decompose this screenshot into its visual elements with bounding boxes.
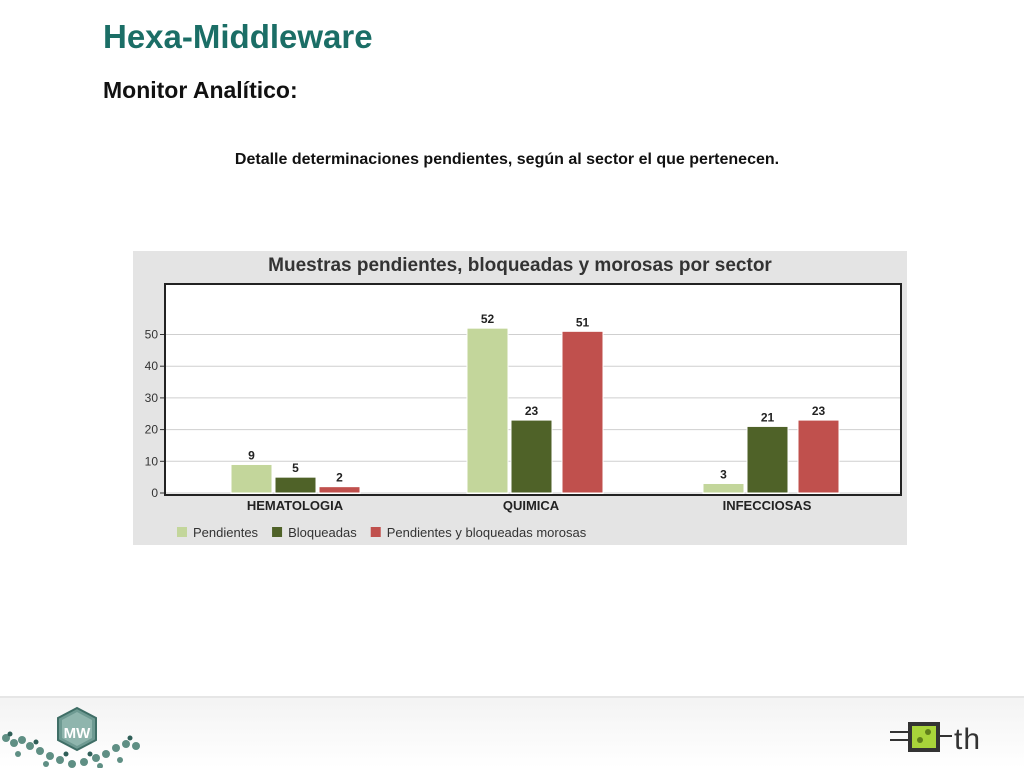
mw-logo-icon: MW	[2, 706, 140, 768]
chart-panel: Muestras pendientes, bloqueadas y morosa…	[133, 251, 907, 545]
data-label: 21	[761, 410, 775, 424]
data-label: 23	[812, 404, 826, 418]
legend-swatch	[272, 527, 283, 537]
bar	[510, 419, 553, 494]
y-tick-label: 30	[145, 391, 159, 405]
data-label: 51	[576, 315, 590, 329]
bar	[746, 425, 789, 494]
plot-frame	[164, 283, 902, 496]
footer-divider	[0, 696, 1024, 698]
bar	[797, 419, 840, 494]
bar	[561, 330, 604, 494]
bar-chart: Muestras pendientes, bloqueadas y morosa…	[145, 255, 902, 540]
bar	[230, 463, 273, 494]
legend-label: Bloqueadas	[288, 525, 357, 540]
data-label: 3	[720, 467, 727, 481]
page-title: Hexa-Middleware	[103, 18, 373, 55]
bar	[318, 486, 361, 494]
chart-caption: Detalle determinaciones pendientes, segú…	[234, 151, 780, 168]
page-subtitle: Monitor Analítico:	[103, 77, 298, 103]
legend-label: Pendientes	[193, 525, 259, 540]
bar	[274, 476, 317, 494]
data-label: 52	[481, 312, 495, 326]
bar	[466, 327, 509, 494]
chart-title: Muestras pendientes, bloqueadas y morosa…	[268, 255, 772, 276]
data-label: 5	[292, 461, 299, 475]
y-tick-label: 0	[151, 486, 158, 500]
data-label: 23	[525, 404, 539, 418]
y-tick-label: 50	[145, 328, 159, 342]
bar	[702, 482, 745, 494]
footer: MW th	[0, 696, 1024, 768]
y-tick-label: 20	[145, 423, 159, 437]
th-logo-text: th	[954, 723, 981, 756]
data-label: 2	[336, 471, 343, 485]
y-tick-label: 10	[145, 454, 159, 468]
th-logo-icon: th	[890, 722, 981, 756]
x-tick-label: QUIMICA	[503, 498, 560, 513]
x-tick-label: HEMATOLOGIA	[247, 498, 344, 513]
legend-label: Pendientes y bloqueadas morosas	[387, 525, 587, 540]
mw-logo-text: MW	[64, 725, 91, 742]
data-label: 9	[248, 448, 255, 462]
x-tick-label: INFECCIOSAS	[723, 498, 812, 513]
y-tick-label: 40	[145, 359, 159, 373]
legend-swatch	[177, 527, 187, 537]
legend-swatch	[370, 527, 381, 537]
